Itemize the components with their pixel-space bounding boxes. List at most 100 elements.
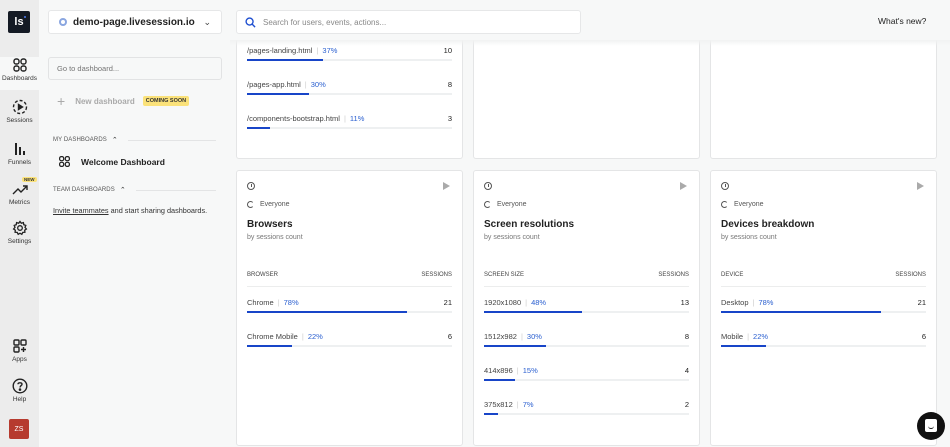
rail-item-funnels[interactable]: Funnels: [0, 141, 39, 166]
play-icon[interactable]: [680, 182, 687, 190]
table-row[interactable]: Chrome Mobile | 22% 6: [247, 332, 452, 356]
rail-label: Metrics: [9, 199, 30, 206]
grid-icon: [59, 156, 70, 167]
new-dashboard-button[interactable]: + New dashboard COMING SOON: [57, 94, 190, 108]
rail-item-sessions[interactable]: Sessions: [0, 99, 39, 124]
play-icon[interactable]: [917, 182, 924, 190]
segment-label: Everyone: [721, 201, 764, 208]
help-icon: [11, 378, 28, 394]
row-label: /components-bootstrap.html: [247, 114, 340, 123]
divider: [127, 139, 216, 141]
section-label: MY DASHBOARDS: [53, 137, 107, 143]
segment-label: Everyone: [484, 201, 527, 208]
table-row[interactable]: /pages-landing.html | 37% 10: [247, 46, 452, 70]
row-count: 8: [684, 332, 689, 341]
row-percent: 15%: [522, 366, 538, 375]
rail-label: Help: [12, 396, 27, 403]
rail-label: Funnels: [7, 159, 32, 166]
column-header: DEVICE: [721, 272, 744, 278]
chevron-up-icon[interactable]: ⌃: [119, 187, 126, 194]
progress-track: [484, 379, 689, 381]
globe-icon: [59, 18, 67, 26]
clock-icon[interactable]: [721, 182, 729, 190]
row-label: Chrome: [247, 298, 274, 307]
rail-item-apps[interactable]: Apps: [0, 338, 39, 363]
clock-icon[interactable]: [484, 182, 492, 190]
table-row[interactable]: 375x812 | 7% 2: [484, 400, 689, 424]
rail-label: Settings: [7, 238, 32, 245]
card-subtitle: by sessions count: [721, 234, 777, 241]
play-icon[interactable]: [443, 182, 450, 190]
column-header: SESSIONS: [658, 272, 689, 278]
row-label: /pages-app.html: [247, 80, 301, 89]
table-row[interactable]: /pages-app.html | 30% 8: [247, 80, 452, 104]
table-row[interactable]: 1920x1080 | 48% 13: [484, 298, 689, 322]
progress-fill: [247, 345, 293, 347]
gear-icon: [12, 220, 27, 236]
column-header: SCREEN SIZE: [484, 272, 525, 278]
chat-widget-button[interactable]: [917, 412, 945, 440]
table-row[interactable]: 414x896 | 15% 4: [484, 366, 689, 390]
progress-track: [247, 311, 452, 313]
row-percent: 37%: [322, 46, 338, 55]
progress-track: [247, 127, 452, 129]
row-count: 6: [921, 332, 926, 341]
rail-item-help[interactable]: Help: [0, 378, 39, 403]
row-count: 3: [447, 114, 452, 123]
rail-item-settings[interactable]: Settings: [0, 220, 39, 245]
progress-track: [484, 345, 689, 347]
project-selector[interactable]: demo-page.livesession.io ⌄: [48, 10, 222, 34]
whats-new-link[interactable]: What's new?: [878, 16, 927, 26]
apps-add-icon: [12, 339, 27, 353]
search-icon: [245, 16, 256, 28]
dashboards-panel: demo-page.livesession.io ⌄ + New dashboa…: [39, 0, 230, 447]
logo-area: ls: [0, 0, 39, 52]
segment-name: Everyone: [260, 201, 290, 208]
progress-fill: [484, 311, 583, 313]
rail-item-dashboards[interactable]: Dashboards: [0, 57, 39, 90]
row-percent: 30%: [310, 80, 326, 89]
table-row[interactable]: Desktop | 78% 21: [721, 298, 926, 322]
row-percent: 78%: [758, 298, 774, 307]
user-avatar[interactable]: ZS: [9, 419, 29, 439]
section-label: TEAM DASHBOARDS: [53, 187, 115, 193]
devices-breakdown-card: Everyone Devices breakdown by sessions c…: [710, 170, 937, 446]
row-count: 6: [447, 332, 452, 341]
progress-fill: [721, 345, 767, 347]
rail-item-metrics[interactable]: NEW Metrics: [0, 177, 39, 206]
segment-label: Everyone: [247, 201, 290, 208]
row-label: 375x812: [484, 400, 513, 409]
column-header: SESSIONS: [895, 272, 926, 278]
global-search[interactable]: [236, 10, 581, 34]
icon-rail: ls Dashboards Sessions Funnels NEW Metri…: [0, 0, 39, 447]
search-input[interactable]: [263, 17, 572, 27]
play-circle-icon: [12, 99, 27, 115]
progress-fill: [484, 413, 499, 415]
progress-track: [721, 345, 926, 347]
chevron-up-icon[interactable]: ⌃: [111, 137, 118, 144]
row-label: 1512x982: [484, 332, 517, 341]
card-subtitle: by sessions count: [247, 234, 303, 241]
dashboard-item-welcome[interactable]: Welcome Dashboard: [58, 155, 165, 168]
goto-dashboard-input[interactable]: [48, 57, 222, 80]
invite-teammates-link[interactable]: Invite teammates: [53, 206, 109, 215]
segment-icon: [247, 201, 254, 208]
progress-track: [484, 311, 689, 313]
top-pages-card: /pages-landing.html | 37% 10 /pages-app.ht…: [236, 40, 463, 159]
grid-icon: [12, 58, 27, 72]
row-percent: 48%: [531, 298, 547, 307]
table-row[interactable]: 1512x982 | 30% 8: [484, 332, 689, 356]
bar-chart-icon: [14, 143, 25, 155]
team-dashboards-header[interactable]: TEAM DASHBOARDS ⌃: [53, 186, 216, 194]
table-row[interactable]: Mobile | 22% 6: [721, 332, 926, 356]
table-row[interactable]: Chrome | 78% 21: [247, 298, 452, 322]
progress-fill: [247, 127, 270, 129]
livesession-logo[interactable]: ls: [8, 11, 30, 33]
table-row[interactable]: /components-bootstrap.html | 11% 3: [247, 114, 452, 138]
my-dashboards-header[interactable]: MY DASHBOARDS ⌃: [53, 136, 216, 144]
row-percent: 78%: [283, 298, 299, 307]
row-label: 1920x1080: [484, 298, 522, 307]
clock-icon[interactable]: [247, 182, 255, 190]
row-label: Chrome Mobile: [247, 332, 298, 341]
row-label: /pages-landing.html: [247, 46, 313, 55]
